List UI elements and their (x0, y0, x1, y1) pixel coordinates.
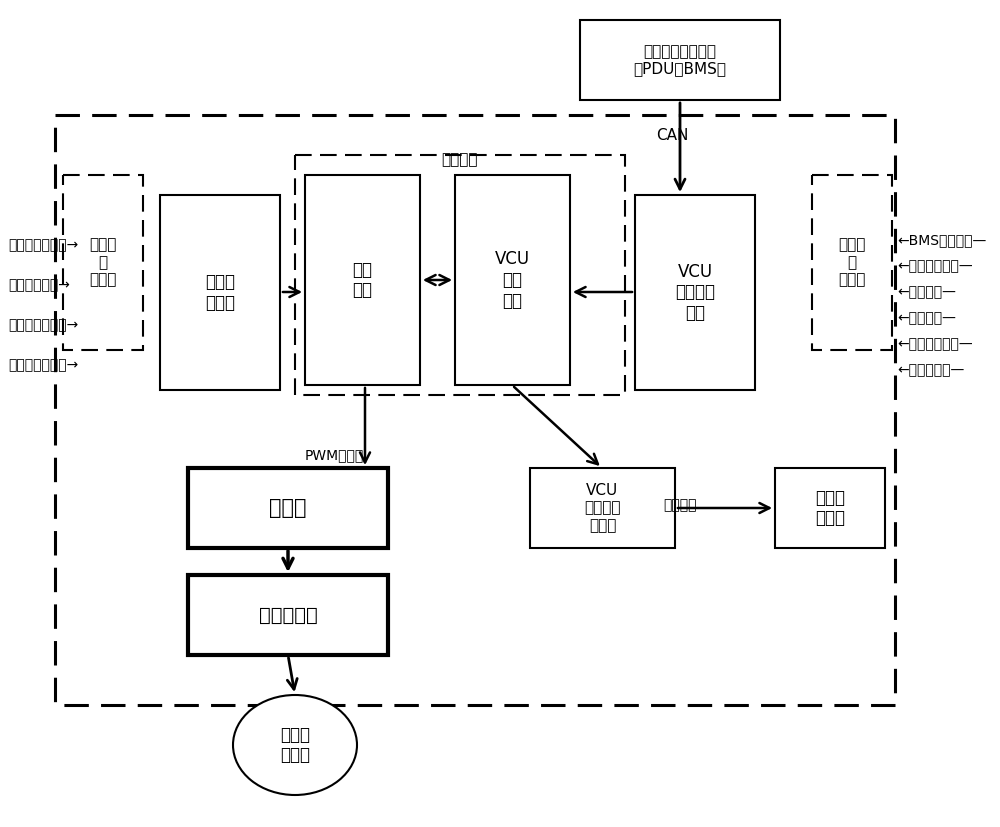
Text: 输出信号: 输出信号 (663, 498, 697, 512)
Text: 一电机位置采集→: 一电机位置采集→ (8, 318, 78, 332)
Text: 控制
电路: 控制 电路 (352, 261, 372, 299)
Text: 双核芯片: 双核芯片 (442, 152, 478, 168)
Bar (305, 175, 420, 385)
Text: 第一信
号
转接板: 第一信 号 转接板 (838, 237, 866, 288)
Bar (63, 175, 143, 350)
Text: 第二信
号
转接板: 第二信 号 转接板 (89, 237, 117, 288)
Bar (55, 115, 895, 705)
Text: PWM波输出: PWM波输出 (305, 448, 364, 462)
Text: VCU
控制
电路: VCU 控制 电路 (495, 251, 530, 310)
Text: ←刹车信息—: ←刹车信息— (897, 311, 956, 325)
Text: 一相电流采集→: 一相电流采集→ (8, 278, 70, 292)
Text: 驱动板: 驱动板 (269, 498, 307, 518)
Bar (160, 195, 280, 390)
Bar (775, 468, 885, 548)
Text: 永磁同
步电机: 永磁同 步电机 (280, 725, 310, 764)
Text: CAN: CAN (656, 127, 688, 142)
Ellipse shape (233, 695, 357, 795)
Text: 外围执
行机构: 外围执 行机构 (815, 489, 845, 528)
Text: 高压主回路: 高压主回路 (259, 605, 317, 624)
Bar (580, 20, 780, 100)
Bar (188, 468, 388, 548)
Bar (530, 468, 675, 548)
Text: ←油门信息—: ←油门信息— (897, 285, 956, 299)
Text: ←空调状态信息—: ←空调状态信息— (897, 259, 973, 273)
Text: 信号采
集电路: 信号采 集电路 (205, 273, 235, 312)
Text: 外围其他零部件，
如PDU、BMS等: 外围其他零部件， 如PDU、BMS等 (634, 44, 726, 76)
Bar (635, 195, 755, 390)
Text: VCU
信号采集
电路: VCU 信号采集 电路 (675, 263, 715, 323)
Text: VCU
信号输出
电路板: VCU 信号输出 电路板 (584, 483, 621, 533)
Bar (455, 175, 570, 385)
Bar (188, 575, 388, 655)
Text: ←BMS状态信息—: ←BMS状态信息— (897, 233, 986, 247)
Bar (295, 155, 625, 395)
Bar (812, 175, 892, 350)
Text: ←助力转向信息—: ←助力转向信息— (897, 337, 973, 351)
Text: 一母线电压采集→: 一母线电压采集→ (8, 238, 78, 252)
Text: 一控制信号采集→: 一控制信号采集→ (8, 358, 78, 372)
Text: ←等其它信息—: ←等其它信息— (897, 363, 964, 377)
